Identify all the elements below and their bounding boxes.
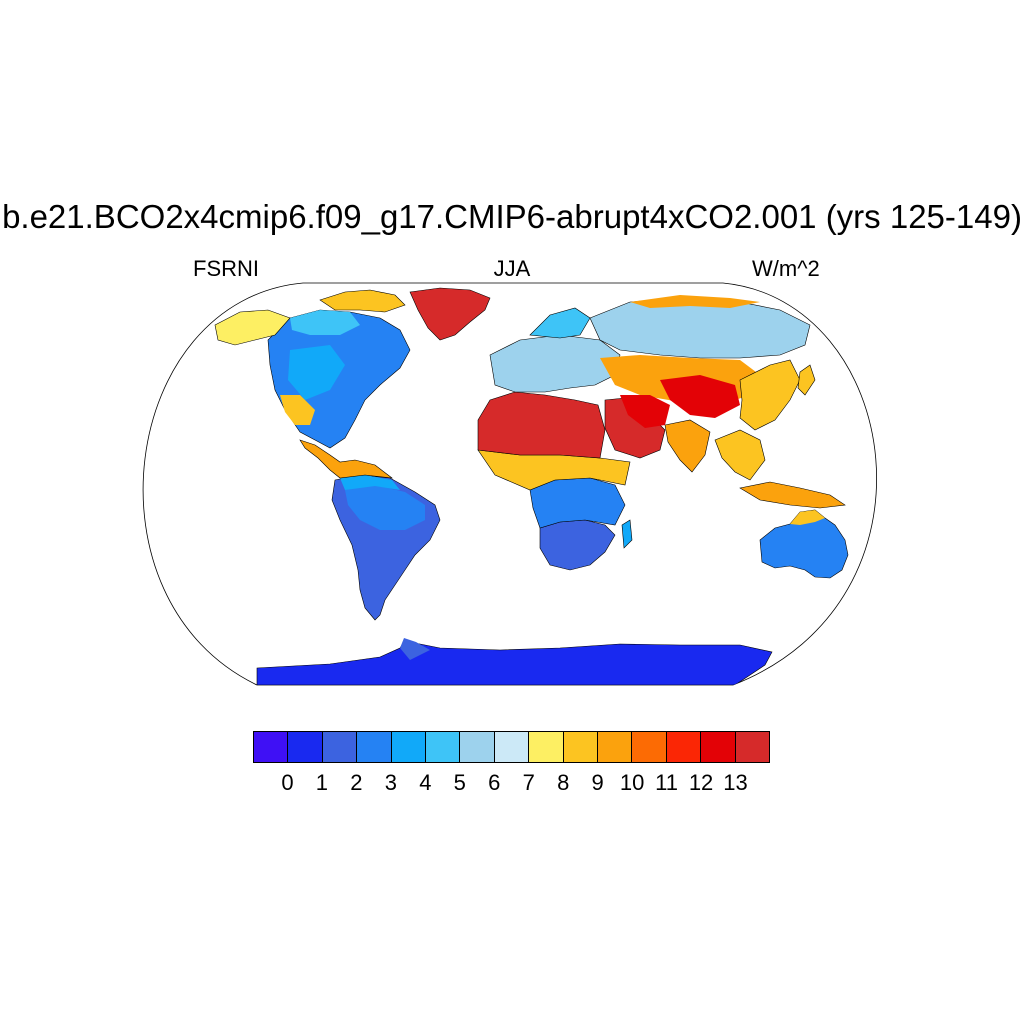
colorbar-swatch bbox=[529, 732, 564, 762]
colorbar-swatch bbox=[391, 732, 427, 762]
region-southeast-asia bbox=[714, 429, 766, 481]
colorbar-swatch bbox=[254, 732, 289, 762]
colorbar-swatch bbox=[357, 732, 392, 762]
region-maritime-continent bbox=[739, 481, 846, 509]
colorbar-tick-label: 9 bbox=[591, 770, 604, 795]
region-east-asia bbox=[739, 359, 801, 431]
colorbar-tick-label: 2 bbox=[350, 770, 363, 795]
colorbar-swatch bbox=[460, 732, 495, 762]
colorbar-tick-label: 10 bbox=[619, 770, 645, 795]
colorbar-swatch bbox=[632, 732, 667, 762]
colorbar-swatch bbox=[735, 732, 770, 762]
region-central-america bbox=[299, 439, 394, 479]
region-northern-south-america bbox=[340, 475, 400, 490]
colorbar-tick-label: 1 bbox=[315, 770, 329, 795]
colorbar-swatch bbox=[288, 732, 323, 762]
region-antarctica bbox=[256, 639, 773, 685]
region-greenland bbox=[409, 287, 491, 341]
colorbar-tick-label: 13 bbox=[723, 770, 748, 795]
region-iran-pakistan bbox=[620, 395, 670, 428]
region-central-africa bbox=[529, 477, 626, 529]
colorbar-tick-label: 7 bbox=[522, 770, 535, 795]
colorbar-swatch bbox=[322, 732, 358, 762]
region-japan bbox=[797, 364, 816, 396]
colorbar-tick-label: 4 bbox=[419, 770, 432, 795]
colorbar bbox=[253, 731, 770, 763]
colorbar-tick-label: 6 bbox=[488, 770, 501, 795]
region-canadian-arctic-islands bbox=[319, 289, 406, 313]
variable-label: FSRNI bbox=[193, 256, 259, 281]
region-madagascar bbox=[621, 519, 633, 549]
colorbar-tick-label: 11 bbox=[655, 770, 679, 795]
region-north-america-plains bbox=[288, 345, 345, 400]
units-label: W/m^2 bbox=[752, 256, 820, 281]
region-sahara bbox=[477, 391, 606, 459]
colorbar-labels: 0 1 2 3 4 5 6 7 8 9 10 11 12 13 bbox=[0, 770, 1024, 800]
region-antarctic-peninsula-edge bbox=[400, 638, 430, 660]
colorbar-tick-label: 12 bbox=[688, 770, 714, 795]
colorbar-tick-label: 5 bbox=[453, 770, 466, 795]
region-amazon bbox=[345, 485, 425, 530]
plot-title: b.e21.BCO2x4cmip6.f09_g17.CMIP6-abrupt4x… bbox=[2, 198, 1022, 235]
colorbar-swatch bbox=[701, 732, 736, 762]
region-alaska bbox=[214, 309, 291, 346]
colorbar-swatch bbox=[666, 732, 702, 762]
colorbar-swatch bbox=[494, 732, 530, 762]
colorbar-tick-label: 3 bbox=[384, 770, 397, 795]
colorbar-swatch bbox=[426, 732, 461, 762]
colorbar-tick-label: 0 bbox=[281, 770, 294, 795]
colorbar-tick-label: 8 bbox=[557, 770, 570, 795]
region-north-america-southwest bbox=[280, 395, 315, 425]
region-australia-north-coast bbox=[790, 510, 825, 525]
region-arctic-siberia-coast bbox=[630, 295, 760, 308]
colorbar-swatch bbox=[563, 732, 599, 762]
colorbar-swatch bbox=[598, 732, 633, 762]
region-canada-north bbox=[290, 310, 360, 335]
region-india bbox=[664, 419, 711, 473]
region-tibet-mongolia bbox=[660, 375, 740, 418]
season-label: JJA bbox=[493, 256, 531, 281]
